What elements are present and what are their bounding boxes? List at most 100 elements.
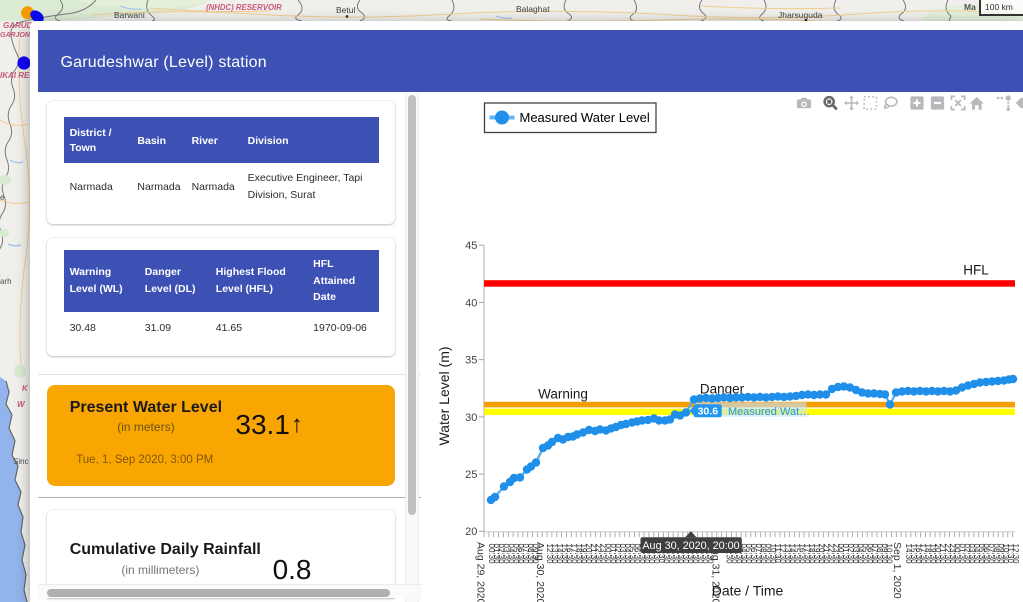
svg-text:GARUDE: GARUDE — [3, 21, 38, 30]
svg-text:15:30: 15:30 — [793, 544, 802, 565]
svg-text:08:30: 08:30 — [642, 544, 651, 565]
svg-text:01:30: 01:30 — [841, 544, 850, 565]
svg-text:11:30: 11:30 — [773, 544, 782, 564]
svg-text:11:30: 11:30 — [657, 544, 666, 564]
svg-text:11:30: 11:30 — [1006, 544, 1015, 564]
svg-text:K: K — [22, 384, 29, 393]
svg-text:23:30: 23:30 — [831, 544, 840, 565]
svg-text:IKAI RESE: IKAI RESE — [0, 71, 41, 80]
svg-text:25: 25 — [465, 469, 477, 481]
svg-text:15:30: 15:30 — [560, 544, 569, 565]
svg-text:08:30: 08:30 — [526, 544, 535, 565]
svg-text:10:30: 10:30 — [652, 544, 661, 565]
svg-text:07:30: 07:30 — [754, 544, 763, 565]
svg-text:22:30: 22:30 — [943, 544, 952, 565]
svg-text:Danger: Danger — [700, 382, 745, 397]
svg-text:13:30: 13:30 — [550, 544, 559, 565]
svg-text:02:30: 02:30 — [497, 544, 506, 565]
svg-text:20:30: 20:30 — [700, 544, 709, 565]
svg-text:03:30: 03:30 — [502, 544, 511, 565]
svg-text:06:30: 06:30 — [516, 544, 525, 565]
svg-text:13:30: 13:30 — [783, 544, 792, 565]
svg-text:14:30: 14:30 — [555, 544, 564, 565]
svg-text:22:30: 22:30 — [827, 544, 836, 565]
svg-text:05:30: 05:30 — [511, 544, 520, 565]
svg-text:00:30: 00:30 — [603, 544, 612, 565]
svg-text:10:30: 10:30 — [885, 544, 894, 565]
svg-text:12:30: 12:30 — [1011, 544, 1020, 565]
svg-text:10:30: 10:30 — [768, 544, 777, 565]
svg-text:W: W — [17, 400, 26, 409]
svg-text:07:30: 07:30 — [521, 544, 530, 565]
svg-text:Balaghat: Balaghat — [516, 4, 550, 14]
svg-text:04:30: 04:30 — [856, 544, 865, 565]
svg-text:Aug 31, 2020: Aug 31, 2020 — [710, 542, 722, 602]
svg-text:01:30: 01:30 — [958, 544, 967, 565]
svg-text:09:30: 09:30 — [880, 544, 889, 565]
svg-text:Measured Wat…: Measured Wat… — [728, 406, 810, 418]
svg-text:Jharsuguda: Jharsuguda — [778, 10, 823, 20]
svg-text:00:30: 00:30 — [836, 544, 845, 565]
svg-text:03:30: 03:30 — [618, 544, 627, 565]
svg-text:12:30: 12:30 — [545, 544, 554, 565]
svg-text:04:30: 04:30 — [623, 544, 632, 565]
svg-text:19:30: 19:30 — [812, 544, 821, 565]
svg-text:05:30: 05:30 — [977, 544, 986, 565]
svg-text:10:30: 10:30 — [1001, 544, 1010, 565]
svg-text:00:30: 00:30 — [487, 544, 496, 565]
svg-text:35: 35 — [465, 355, 477, 367]
svg-text:(NHDC) RESERVOIR: (NHDC) RESERVOIR — [206, 3, 282, 12]
svg-text:20:30: 20:30 — [584, 544, 593, 565]
svg-text:19:30: 19:30 — [928, 544, 937, 565]
svg-text:Sinc: Sinc — [13, 457, 29, 466]
svg-text:06:30: 06:30 — [749, 544, 758, 565]
svg-text:Measured Water Level: Measured Water Level — [520, 110, 650, 125]
svg-text:30.6: 30.6 — [698, 405, 719, 417]
svg-text:03:30: 03:30 — [734, 544, 743, 565]
svg-text:01:30: 01:30 — [608, 544, 617, 565]
svg-text:17:30: 17:30 — [919, 544, 928, 565]
svg-text:04:30: 04:30 — [506, 544, 515, 565]
svg-text:08:30: 08:30 — [991, 544, 1000, 565]
svg-text:05:30: 05:30 — [744, 544, 753, 565]
svg-text:14:30: 14:30 — [788, 544, 797, 565]
svg-text:20: 20 — [465, 526, 477, 538]
svg-text:23:30: 23:30 — [599, 544, 608, 565]
svg-text:02:30: 02:30 — [962, 544, 971, 565]
svg-text:Ma: Ma — [964, 2, 976, 12]
svg-text:40: 40 — [465, 297, 477, 309]
svg-text:12:30: 12:30 — [778, 544, 787, 565]
svg-text:19:30: 19:30 — [696, 544, 705, 565]
svg-text:09:30: 09:30 — [996, 544, 1005, 565]
svg-text:18:30: 18:30 — [924, 544, 933, 565]
svg-text:09:30: 09:30 — [531, 544, 540, 565]
svg-text:Date / Time: Date / Time — [712, 583, 784, 599]
svg-text:13:30: 13:30 — [667, 544, 676, 565]
svg-text:08:30: 08:30 — [759, 544, 768, 565]
svg-text:HFL: HFL — [963, 263, 989, 278]
svg-text:18:30: 18:30 — [807, 544, 816, 565]
svg-text:02:30: 02:30 — [846, 544, 855, 565]
svg-text:Aug 29, 2020: Aug 29, 2020 — [475, 542, 487, 602]
svg-text:02:30: 02:30 — [730, 544, 739, 565]
svg-text:03:30: 03:30 — [967, 544, 976, 565]
svg-text:Betul: Betul — [336, 5, 355, 15]
svg-text:21:30: 21:30 — [589, 544, 598, 565]
svg-text:17:30: 17:30 — [570, 544, 579, 565]
svg-text:100 km: 100 km — [985, 2, 1013, 12]
svg-text:18:30: 18:30 — [574, 544, 583, 565]
svg-text:Aug 30, 2020: Aug 30, 2020 — [534, 542, 546, 602]
svg-text:07:30: 07:30 — [870, 544, 879, 565]
svg-text:Barwani: Barwani — [114, 10, 145, 20]
svg-text:14:30: 14:30 — [671, 544, 680, 565]
svg-text:21:30: 21:30 — [938, 544, 947, 565]
svg-text:06:30: 06:30 — [633, 544, 642, 565]
svg-text:08:30: 08:30 — [875, 544, 884, 565]
svg-text:16:30: 16:30 — [565, 544, 574, 565]
svg-text:16:30: 16:30 — [914, 544, 923, 565]
svg-text:09:30: 09:30 — [764, 544, 773, 565]
svg-text:20:30: 20:30 — [933, 544, 942, 565]
svg-text:06:30: 06:30 — [982, 544, 991, 565]
svg-text:01:30: 01:30 — [725, 544, 734, 565]
svg-text:05:30: 05:30 — [861, 544, 870, 565]
